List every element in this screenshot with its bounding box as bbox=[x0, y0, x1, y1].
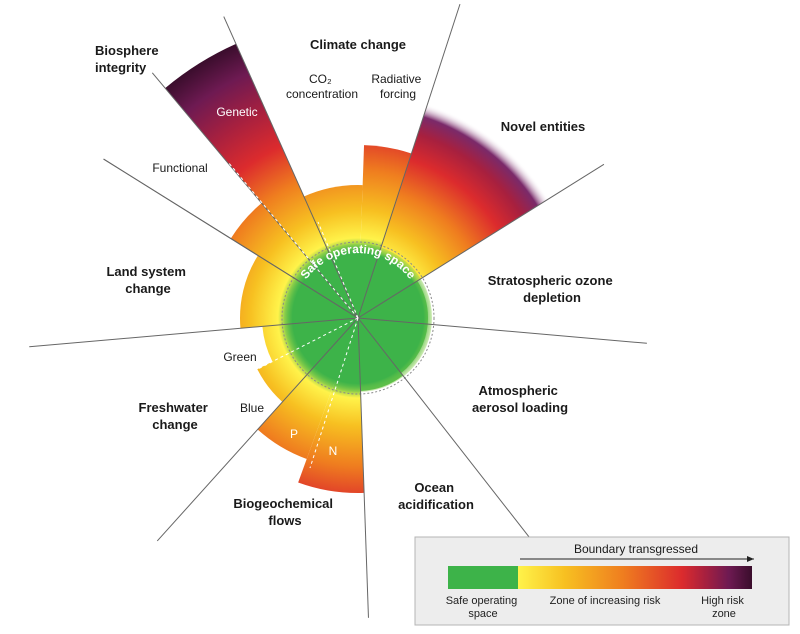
legend-safe-swatch bbox=[448, 566, 518, 589]
title-ocean: Ocean acidification bbox=[398, 480, 474, 512]
boundary-titles: Climate change Novel entities Stratosphe… bbox=[95, 37, 617, 528]
boundary-dividers bbox=[29, 3, 647, 618]
title-ozone: Stratospheric ozone depletion bbox=[488, 273, 617, 305]
sublabel-p: P bbox=[290, 427, 298, 441]
sublabel-n: N bbox=[329, 444, 338, 458]
climate-subdivider bbox=[317, 221, 359, 319]
sublabel-genetic: Genetic bbox=[216, 105, 257, 119]
legend: Boundary transgressed Safe operating spa… bbox=[414, 536, 790, 626]
sub-labels: CO₂ concentration Radiative forcing Gene… bbox=[152, 72, 424, 458]
title-biosphere: Biosphere integrity bbox=[95, 43, 162, 75]
divider-climate-left bbox=[223, 16, 359, 319]
legend-zone-label: Zone of increasing risk bbox=[550, 595, 661, 607]
divider-biosphere bbox=[151, 72, 359, 319]
title-land: Land system change bbox=[106, 264, 189, 296]
title-biogeo: Biogeochemical flows bbox=[233, 496, 336, 528]
freshwater-subdivider bbox=[251, 317, 359, 373]
biosphere-subdivider bbox=[227, 161, 359, 319]
divider-novel-ozone bbox=[357, 163, 605, 319]
safe-operating-space-boundary bbox=[281, 241, 435, 395]
title-freshwater: Freshwater change bbox=[139, 400, 212, 432]
divider-ocean-biogeo bbox=[357, 317, 369, 618]
legend-risk-swatch bbox=[518, 566, 752, 589]
divider-ozone-aerosol bbox=[357, 317, 647, 344]
title-climate: Climate change bbox=[310, 37, 406, 52]
title-novel: Novel entities bbox=[501, 119, 586, 134]
sublabel-blue: Blue bbox=[240, 401, 264, 415]
legend-arrow-label: Boundary transgressed bbox=[574, 542, 698, 556]
divider-freshwater-land bbox=[29, 317, 359, 348]
sublabel-co2: CO₂ concentration bbox=[286, 72, 358, 101]
sublabel-radiative: Radiative forcing bbox=[371, 72, 424, 101]
biogeo-subdivider bbox=[309, 317, 359, 469]
sublabel-functional: Functional bbox=[152, 161, 207, 175]
divider-aerosol-ocean bbox=[357, 317, 544, 555]
legend-safe-label: Safe operating space bbox=[446, 595, 521, 620]
sub-dividers bbox=[227, 161, 359, 469]
divider-biogeo-freshwater bbox=[156, 317, 359, 542]
wedge-biosphere-genetic bbox=[165, 43, 358, 318]
title-aerosol: Atmospheric aerosol loading bbox=[472, 383, 568, 415]
divider-land-top bbox=[103, 158, 359, 319]
divider-climate-right bbox=[357, 3, 461, 319]
sublabel-green: Green bbox=[223, 350, 256, 364]
legend-high-label: High risk zone bbox=[701, 595, 747, 620]
